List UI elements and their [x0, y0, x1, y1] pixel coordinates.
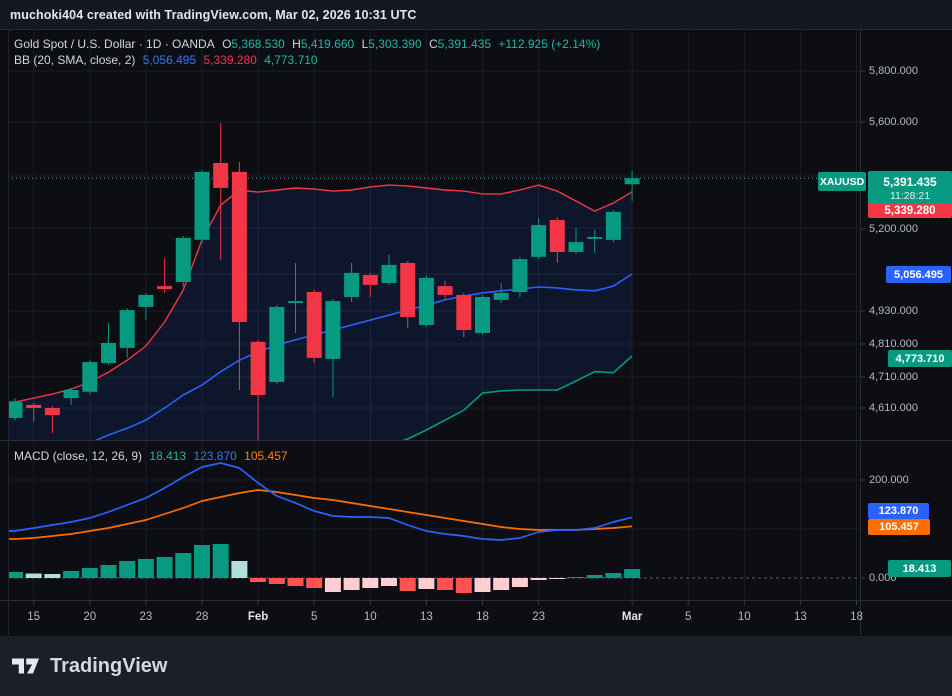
bb-label: BB (20, SMA, close, 2)	[14, 53, 136, 67]
macd-line-badge: 123.870	[868, 503, 929, 519]
macd-hist-badge: 18.413	[888, 560, 951, 577]
macd-line-value: 123.870	[193, 449, 237, 463]
watermark-bar: muchoki404 created with TradingView.com,…	[0, 0, 952, 30]
macd-signal-value: 105.457	[244, 449, 288, 463]
low-label: L	[361, 37, 369, 51]
tradingview-logo-text: TradingView	[50, 654, 168, 677]
high-value: 5,419.660	[300, 37, 355, 51]
symbol-legend[interactable]: Gold Spot / U.S. Dollar · 1D · OANDA O5,…	[14, 37, 600, 69]
symbol-title: Gold Spot / U.S. Dollar · 1D · OANDA	[14, 37, 215, 51]
last-price-badge: 5,391.435 11:28:21	[868, 171, 952, 206]
last-price-value: 5,391.435	[883, 174, 937, 189]
open-value: 5,368.530	[231, 37, 285, 51]
close-label: C	[428, 37, 438, 51]
bb-upper-badge: 5,339.280	[868, 203, 952, 218]
bb-upper-value: 5,339.280	[203, 53, 257, 67]
close-value: 5,391.435	[437, 37, 492, 51]
low-value: 5,303.390	[368, 37, 422, 51]
bb-row[interactable]: BB (20, SMA, close, 2) 5,056.495 5,339.2…	[14, 53, 600, 68]
bb-lower-value: 4,773.710	[264, 53, 318, 67]
tradingview-logo[interactable]: TradingView	[0, 635, 952, 696]
macd-label: MACD (close, 12, 26, 9)	[14, 449, 143, 463]
high-label: H	[292, 37, 301, 51]
symbol-axis-badge: XAUUSD	[818, 172, 866, 191]
macd-hist-value: 18.413	[149, 449, 187, 463]
bb-lower-badge: 4,773.710	[888, 350, 952, 367]
watermark-text: muchoki404 created with TradingView.com,…	[10, 7, 417, 22]
macd-signal-badge: 105.457	[868, 519, 930, 535]
bb-middle-badge: 5,056.495	[886, 266, 951, 283]
tradingview-logo-icon	[12, 658, 39, 674]
macd-legend[interactable]: MACD (close, 12, 26, 9) 18.413 123.870 1…	[14, 449, 288, 464]
change-value: +112.925 (+2.14%)	[498, 37, 601, 51]
bb-basis-value: 5,056.495	[142, 53, 197, 67]
bar-countdown: 11:28:21	[889, 189, 931, 202]
open-label: O	[222, 37, 232, 51]
ohlc-row[interactable]: Gold Spot / U.S. Dollar · 1D · OANDA O5,…	[14, 37, 600, 52]
